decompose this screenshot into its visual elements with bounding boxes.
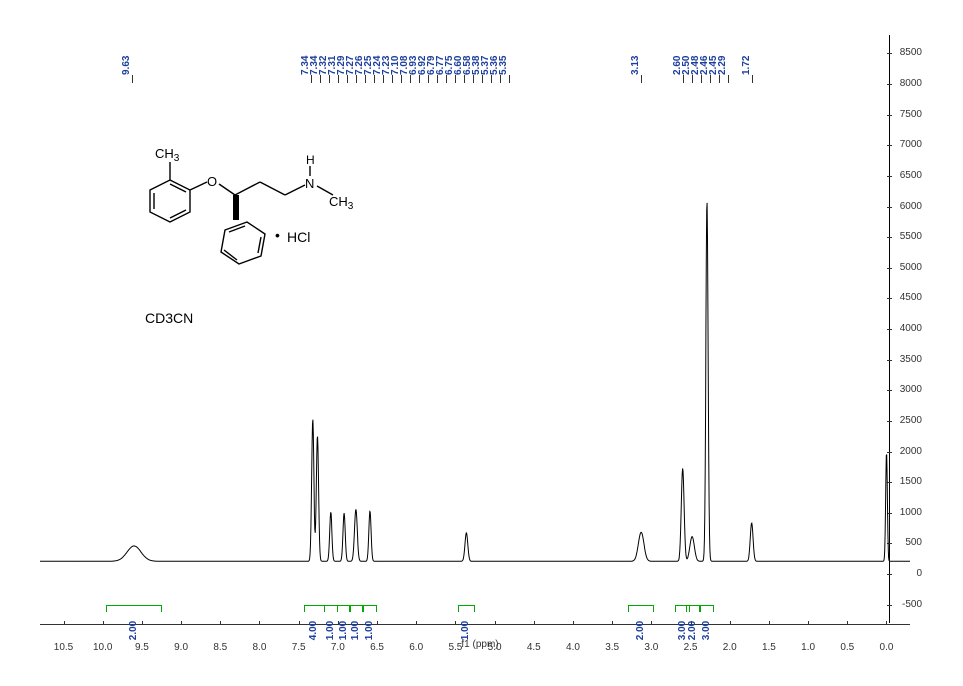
integral-value: 4.00	[309, 621, 320, 640]
hcl-label: HCl	[287, 229, 310, 245]
integral-value: 1.00	[325, 621, 336, 640]
y-tick-label: 0	[916, 568, 922, 579]
solvent-label: CD3CN	[145, 310, 193, 326]
integral-bracket	[700, 605, 715, 612]
oxygen-label: O	[207, 174, 217, 189]
x-axis-line	[40, 624, 910, 625]
x-tick-label: 5.5	[448, 642, 462, 653]
peak-labels-region: 9.637.347.347.327.317.297.277.267.257.24…	[30, 25, 930, 75]
integral-value: 1.00	[338, 621, 349, 640]
x-tick-label: 4.0	[566, 642, 580, 653]
x-tick-label: 2.0	[723, 642, 737, 653]
integral-value: 2.00	[128, 621, 139, 640]
x-axis-label: f1 (ppm)	[461, 639, 498, 650]
x-tick-label: 4.5	[527, 642, 541, 653]
x-tick-label: 1.5	[762, 642, 776, 653]
ch3-label: CH3	[155, 146, 180, 164]
integral-value: 2.00	[635, 621, 646, 640]
x-tick-label: 10.0	[93, 642, 112, 653]
integral-bracket	[628, 605, 654, 612]
hydrogen-label: H	[306, 153, 315, 167]
peak-ppm-label: 3.13	[630, 56, 641, 75]
integral-bracket	[304, 605, 325, 612]
integral-bracket	[458, 605, 476, 612]
x-tick-label: 0.0	[880, 642, 894, 653]
nmr-plot: 9.637.347.347.327.317.297.277.267.257.24…	[30, 10, 930, 650]
x-tick-label: 9.5	[135, 642, 149, 653]
x-tick-label: 1.0	[801, 642, 815, 653]
x-tick-label: 10.5	[54, 642, 73, 653]
x-tick-label: 3.0	[644, 642, 658, 653]
integral-value: 1.00	[364, 621, 375, 640]
integral-bracket	[106, 605, 163, 612]
x-tick-label: 0.5	[840, 642, 854, 653]
integral-value: 1.00	[461, 621, 472, 640]
integral-bracket	[349, 605, 364, 612]
integral-bracket	[686, 605, 701, 612]
peak-ppm-label: 5.35	[498, 56, 509, 75]
nitrogen-label: N	[305, 176, 314, 191]
integral-value: 1.00	[350, 621, 361, 640]
integral-value: 2.00	[687, 621, 698, 640]
x-tick-label: 2.5	[684, 642, 698, 653]
x-tick-label: 6.0	[409, 642, 423, 653]
integral-value: 3.00	[701, 621, 712, 640]
peak-ppm-label: 1.72	[741, 56, 752, 75]
x-tick-label: 7.5	[292, 642, 306, 653]
peak-ppm-label: 9.63	[121, 56, 132, 75]
x-tick-label: 7.0	[331, 642, 345, 653]
x-tick-label: 8.0	[253, 642, 267, 653]
x-tick-label: 9.0	[174, 642, 188, 653]
dot-label: •	[275, 227, 280, 243]
ch3-right-label: CH3	[329, 194, 354, 212]
molecule-structure: CH3 O N H CH3 •	[125, 140, 355, 330]
x-tick-label: 6.5	[370, 642, 384, 653]
peak-ppm-label: 2.29	[717, 56, 728, 75]
integral-bracket	[363, 605, 378, 612]
x-tick-label: 3.5	[605, 642, 619, 653]
x-tick-label: 8.5	[213, 642, 227, 653]
y-tick-label: 8500	[900, 47, 922, 58]
